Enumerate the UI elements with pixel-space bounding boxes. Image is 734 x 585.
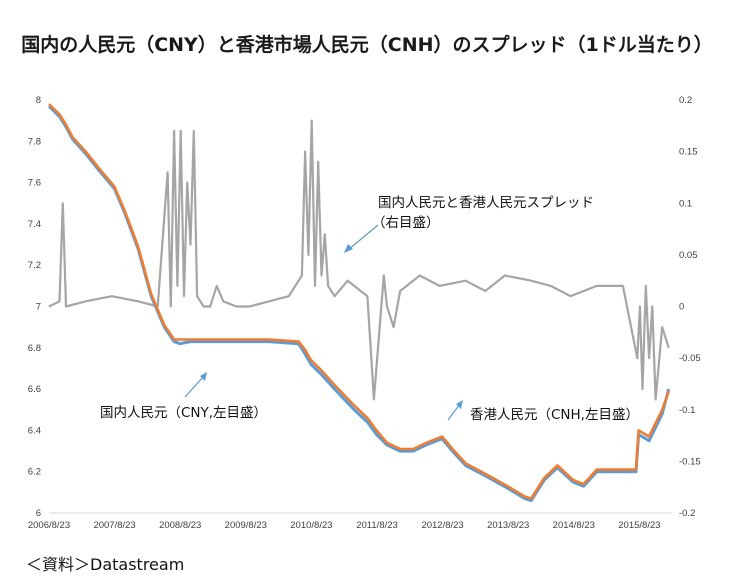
x-tick-label: 2014/8/23	[553, 520, 595, 531]
annotation-arrowhead-spread	[344, 244, 353, 253]
annotation-cny-label: 国内人民元（CNY,左目盛）	[100, 405, 267, 421]
y-right-tick-label: -0.1	[679, 405, 695, 416]
y-left-tick-label: 6.4	[28, 425, 41, 436]
y-right-tick-label: 0.1	[679, 198, 692, 209]
x-tick-label: 2008/8/23	[159, 520, 201, 531]
x-tick-label: 2013/8/23	[487, 520, 529, 531]
y-right-tick-label: 0.15	[679, 147, 698, 158]
y-left-tick-label: 7.2	[28, 260, 41, 271]
y-right-tick-label: -0.2	[679, 508, 695, 519]
x-tick-label: 2015/8/23	[618, 520, 660, 531]
series-line-spread	[48, 119, 670, 401]
annotation-arrow-spread	[347, 224, 379, 251]
y-left-tick-label: 7	[36, 302, 41, 313]
x-tick-label: 2009/8/23	[225, 520, 267, 531]
source-note: ＜資料＞Datastream	[26, 555, 185, 574]
annotation-arrow-cnh	[447, 403, 461, 421]
x-tick-label: 2007/8/23	[93, 520, 135, 531]
annotation-cnh-label: 香港人民元（CNH,左目盛）	[470, 407, 639, 423]
y-left-tick-label: 8	[36, 95, 41, 106]
annotation-arrow-cny	[184, 375, 205, 398]
annotation-arrowhead-cnh	[456, 400, 463, 409]
y-left-tick-label: 7.4	[28, 219, 41, 230]
y-left-tick-label: 7.6	[28, 178, 41, 189]
annotation-spread-scale-label: （右目盛）	[372, 215, 440, 231]
x-tick-label: 2006/8/23	[28, 520, 70, 531]
y-left-tick-label: 7.8	[28, 136, 41, 147]
y-left-tick-label: 6.8	[28, 343, 41, 354]
y-left-tick-label: 6	[36, 508, 41, 519]
y-left-tick-label: 6.2	[28, 467, 41, 478]
y-left-tick-label: 6.6	[28, 384, 41, 395]
y-right-tick-label: -0.05	[679, 353, 701, 364]
annotation-layer: 国内人民元と香港人民元スプレッド （右目盛） 国内人民元（CNY,左目盛） 香港…	[100, 195, 639, 423]
chart-title: 国内の人民元（CNY）と香港市場人民元（CNH）のスプレッド（1ドル当たり）	[21, 34, 713, 56]
series-line-cnh	[48, 103, 670, 500]
y-right-tick-label: 0	[679, 302, 684, 313]
series-layer	[47, 103, 671, 503]
x-tick-label: 2010/8/23	[290, 520, 332, 531]
annotation-spread-label: 国内人民元と香港人民元スプレッド	[378, 195, 594, 211]
y-right-tick-label: 0.05	[679, 250, 698, 261]
x-tick-label: 2011/8/23	[356, 520, 398, 531]
x-tick-label: 2012/8/23	[421, 520, 463, 531]
tick-layer: 2006/8/23 2007/8/23 2008/8/23 2009/8/23 2010…	[28, 95, 701, 531]
annotation-arrowhead-cny	[200, 372, 207, 381]
y-right-tick-label: 0.2	[679, 95, 692, 106]
y-right-tick-label: -0.15	[679, 456, 701, 467]
